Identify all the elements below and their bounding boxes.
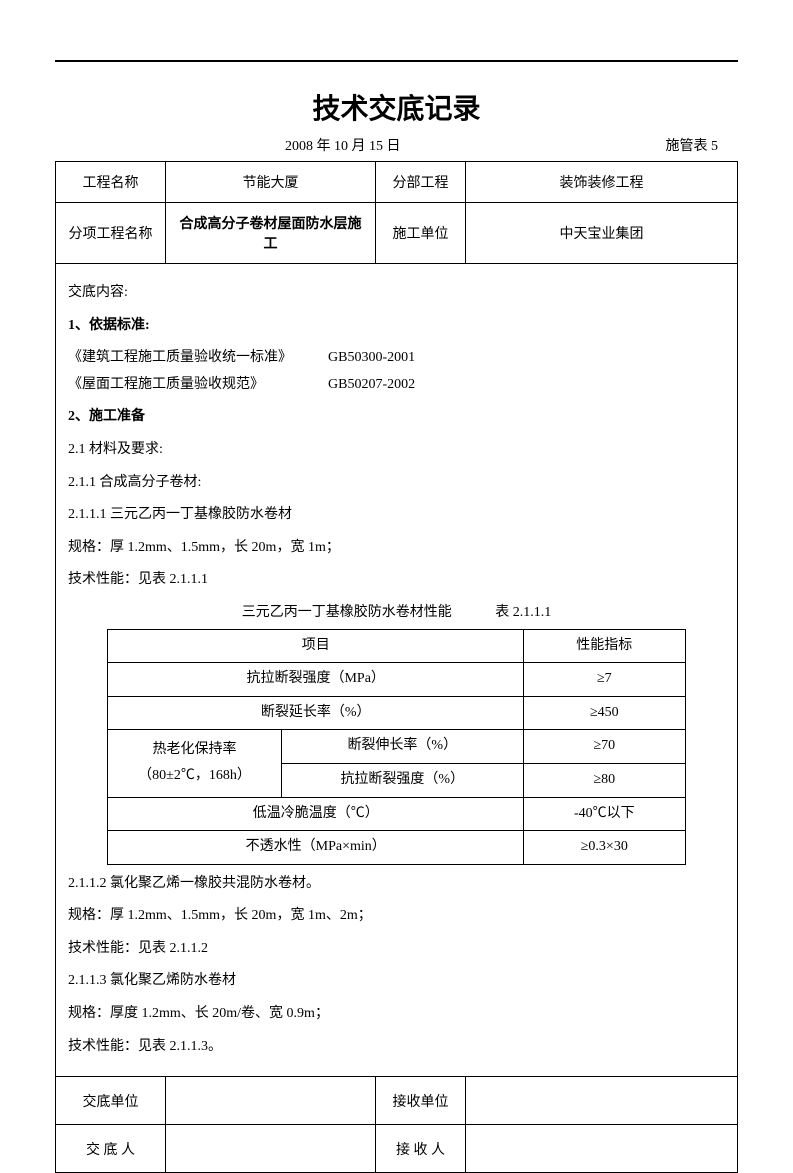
std2-name: 《屋面工程施工质量验收规范》 [68, 372, 328, 399]
tbl-row-1: 抗拉断裂强度（MPa） ≥7 [108, 663, 685, 697]
tbl-row-5: 不透水性（MPa×min） ≥0.3×30 [108, 831, 685, 865]
standard-1: 《建筑工程施工质量验收统一标准》 GB50300-2001 [68, 345, 725, 372]
main-table: 工程名称 节能大厦 分部工程 装饰装修工程 分项工程名称 合成高分子卷材屋面防水… [55, 161, 738, 1173]
p-2-1: 2.1 材料及要求: [68, 437, 725, 464]
standard-2: 《屋面工程施工质量验收规范》 GB50207-2002 [68, 372, 725, 399]
r2-spec: ≥450 [523, 696, 685, 730]
subhead-row: 2008 年 10 月 15 日 施管表 5 [55, 135, 738, 155]
content-row: 交底内容: 1、依据标准: 《建筑工程施工质量验收统一标准》 GB50300-2… [56, 264, 738, 1077]
p-2-1-1-3-perf: 技术性能：见表 2.1.1.3。 [68, 1034, 725, 1061]
inner-table-number: 表 2.1.1.1 [495, 600, 551, 627]
label-subproject: 分部工程 [376, 162, 466, 203]
p-2-1-1-1-spec: 规格：厚 1.2mm、1.5mm，长 20m，宽 1m； [68, 535, 725, 562]
std1-code: GB50300-2001 [328, 345, 415, 372]
tbl-row-3a: 热老化保持率 （80±2℃，168h） 断裂伸长率（%） ≥70 [108, 730, 685, 764]
p-2-1-1-3: 2.1.1.3 氯化聚乙烯防水卷材 [68, 968, 725, 995]
inner-caption-text: 三元乙丙一丁基橡胶防水卷材性能 [242, 600, 452, 627]
r3-b: （80±2℃，168h） [138, 768, 251, 783]
r3-group: 热老化保持率 （80±2℃，168h） [108, 730, 281, 797]
section-1-title: 1、依据标准: [68, 313, 725, 340]
th-item: 项目 [108, 629, 524, 663]
std2-code: GB50207-2002 [328, 372, 415, 399]
performance-table: 项目 性能指标 抗拉断裂强度（MPa） ≥7 断裂延长率（%） ≥450 热老化… [107, 629, 685, 865]
doc-title: 技术交底记录 [55, 87, 738, 127]
tbl-row-4: 低温冷脆温度（℃） -40℃以下 [108, 797, 685, 831]
std1-name: 《建筑工程施工质量验收统一标准》 [68, 345, 328, 372]
r3-a: 热老化保持率 [152, 742, 236, 757]
r3-item2: 抗拉断裂强度（%） [281, 763, 523, 797]
value-send-unit [166, 1077, 376, 1125]
tbl-header: 项目 性能指标 [108, 629, 685, 663]
r5-item: 不透水性（MPa×min） [108, 831, 524, 865]
p-2-1-1: 2.1.1 合成高分子卷材: [68, 470, 725, 497]
label-send-person: 交 底 人 [56, 1125, 166, 1173]
value-recv-person [466, 1125, 738, 1173]
p-2-1-1-1: 2.1.1.1 三元乙丙一丁基橡胶防水卷材 [68, 502, 725, 529]
r2-item: 断裂延长率（%） [108, 696, 524, 730]
value-project-name: 节能大厦 [166, 162, 376, 203]
tbl-row-2: 断裂延长率（%） ≥450 [108, 696, 685, 730]
header-row-1: 工程名称 节能大厦 分部工程 装饰装修工程 [56, 162, 738, 203]
label-project-name: 工程名称 [56, 162, 166, 203]
p-2-1-1-2: 2.1.1.2 氯化聚乙烯一橡胶共混防水卷材。 [68, 871, 725, 898]
label-recv-person: 接 收 人 [376, 1125, 466, 1173]
p-2-1-1-1-perf: 技术性能：见表 2.1.1.1 [68, 567, 725, 594]
r1-item: 抗拉断裂强度（MPa） [108, 663, 524, 697]
label-recv-unit: 接收单位 [376, 1077, 466, 1125]
r3-spec1: ≥70 [523, 730, 685, 764]
content-heading: 交底内容: [68, 280, 725, 307]
value-recv-unit [466, 1077, 738, 1125]
page: 技术交底记录 2008 年 10 月 15 日 施管表 5 工程名称 节能大厦 … [0, 0, 793, 1122]
header-row-2: 分项工程名称 合成高分子卷材屋面防水层施工 施工单位 中天宝业集团 [56, 203, 738, 264]
label-contractor: 施工单位 [376, 203, 466, 264]
r3-spec2: ≥80 [523, 763, 685, 797]
top-rule [55, 60, 738, 62]
r1-spec: ≥7 [523, 663, 685, 697]
label-item-name: 分项工程名称 [56, 203, 166, 264]
r3-item1: 断裂伸长率（%） [281, 730, 523, 764]
value-subproject: 装饰装修工程 [466, 162, 738, 203]
r4-spec: -40℃以下 [523, 797, 685, 831]
p-2-1-1-3-spec: 规格：厚度 1.2mm、长 20m/卷、宽 0.9m； [68, 1001, 725, 1028]
r4-item: 低温冷脆温度（℃） [108, 797, 524, 831]
value-contractor: 中天宝业集团 [466, 203, 738, 264]
content-cell: 交底内容: 1、依据标准: 《建筑工程施工质量验收统一标准》 GB50300-2… [56, 264, 738, 1077]
form-number: 施管表 5 [666, 135, 719, 155]
p-2-1-1-2-spec: 规格：厚 1.2mm、1.5mm，长 20m，宽 1m、2m； [68, 903, 725, 930]
signature-row-1: 交底单位 接收单位 [56, 1077, 738, 1125]
inner-table-caption: 三元乙丙一丁基橡胶防水卷材性能 表 2.1.1.1 [68, 600, 725, 627]
label-send-unit: 交底单位 [56, 1077, 166, 1125]
p-2-1-1-2-perf: 技术性能：见表 2.1.1.2 [68, 936, 725, 963]
value-item-name: 合成高分子卷材屋面防水层施工 [166, 203, 376, 264]
section-2-title: 2、施工准备 [68, 404, 725, 431]
doc-date: 2008 年 10 月 15 日 [285, 135, 401, 155]
r5-spec: ≥0.3×30 [523, 831, 685, 865]
value-send-person [166, 1125, 376, 1173]
signature-row-2: 交 底 人 接 收 人 [56, 1125, 738, 1173]
th-spec: 性能指标 [523, 629, 685, 663]
